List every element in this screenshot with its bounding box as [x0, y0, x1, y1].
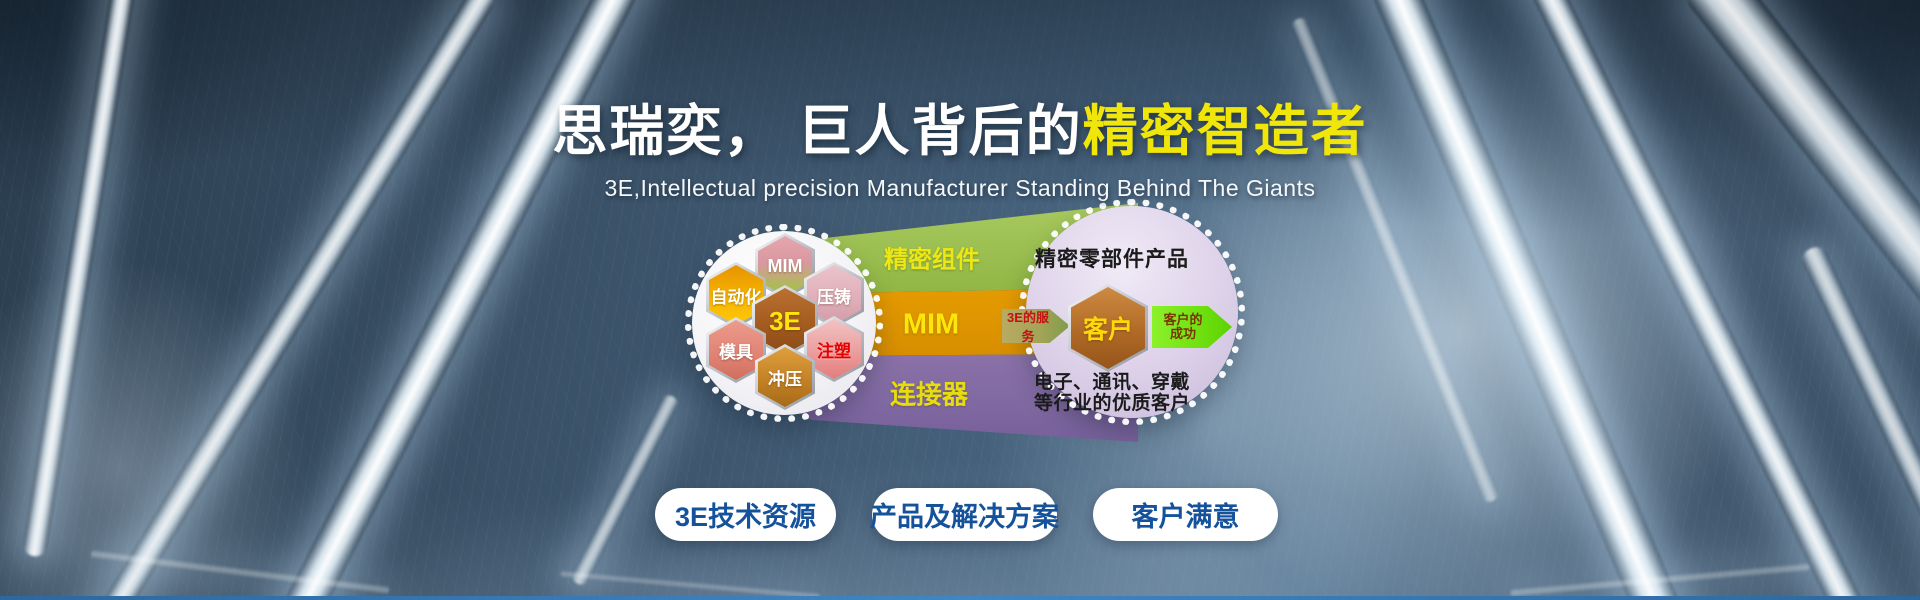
hexagon-label: 模具 — [719, 342, 753, 362]
customer-industries-line-2: 等行业的优质客户 — [1033, 393, 1190, 414]
light-beam — [569, 392, 681, 588]
hexagon-fill: 冲压 — [758, 347, 812, 407]
hexagon-label: 注塑 — [817, 341, 851, 361]
customer-circle-title: 精密零部件产品 — [1035, 248, 1189, 271]
light-beam — [21, 0, 143, 559]
hero-heading-block: 思瑞奕， 巨人背后的精密智造者 3E,Intellectual precisio… — [0, 86, 1920, 202]
band-label-precision-components: 精密组件 — [884, 246, 980, 274]
button-customer-satisfaction[interactable]: 客户满意 — [1093, 488, 1278, 541]
success-line-1: 客户的 — [1163, 311, 1203, 327]
success-line-2: 成功 — [1169, 326, 1196, 341]
button-products-solutions[interactable]: 产品及解决方案 — [870, 488, 1059, 541]
band-label-connectors: 连接器 — [889, 379, 969, 410]
page-subtitle: 3E,Intellectual precision Manufacturer S… — [604, 175, 1316, 201]
title-text: 思瑞奕， 巨人背后的 — [552, 100, 1083, 162]
hexagon-label: 3E — [769, 305, 801, 336]
hexagon-fill: 注塑 — [807, 319, 861, 379]
hexagon-label: 客户 — [1082, 316, 1133, 344]
hexagon-fill: 客户 — [1071, 287, 1145, 369]
hexagon-label: 冲压 — [768, 369, 802, 389]
band-label-mim: MIM — [902, 308, 960, 341]
title-highlight-text: 精密智造者 — [1082, 100, 1368, 162]
hexagon-label: MIM — [767, 255, 803, 276]
bottom-accent-strip — [0, 596, 1920, 600]
page-title: 思瑞奕， 巨人背后的精密智造者 — [0, 86, 1920, 166]
success-arrow-label: 客户的 成功 — [1163, 311, 1203, 342]
button-3e-tech-resources[interactable]: 3E技术资源 — [655, 488, 836, 541]
hexagon-label: 压铸 — [817, 287, 851, 307]
service-arrow-label: 3E的服务 — [1007, 310, 1049, 344]
hexagon-fill: 模具 — [709, 320, 763, 380]
